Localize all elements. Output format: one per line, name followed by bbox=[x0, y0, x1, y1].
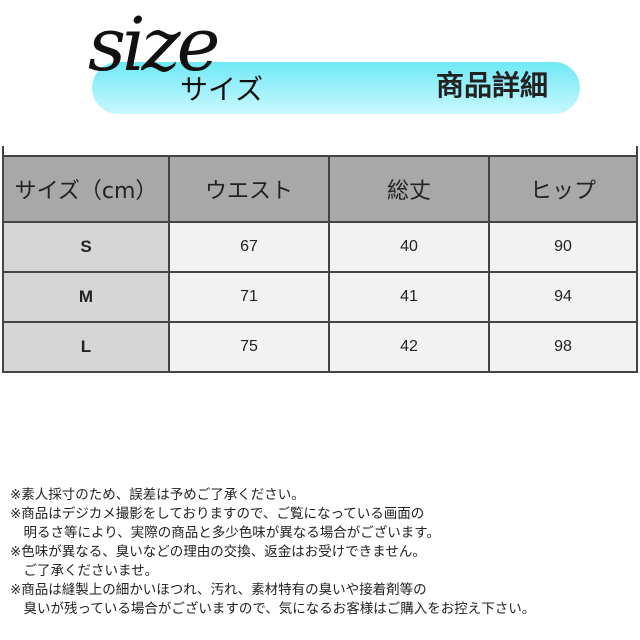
table-row: S 67 40 90 bbox=[2, 221, 638, 273]
table-cell: 40 bbox=[328, 221, 490, 273]
note-line: 明るさ等により、実際の商品と多少色味が異なる場合がございます。 bbox=[10, 525, 440, 541]
table-cell: 41 bbox=[328, 271, 490, 323]
size-table: サイズ（cm） ウエスト 総丈 ヒップ S 67 40 90 M 71 41 9… bbox=[2, 155, 638, 373]
size-logo-subtitle: サイズ bbox=[180, 73, 264, 106]
table-edge-right bbox=[636, 146, 638, 156]
note-line: ※素人採寸のため、誤差は予めご了承ください。 bbox=[10, 487, 305, 503]
note-line: ご了承くださいませ。 bbox=[10, 563, 159, 579]
column-header: ヒップ bbox=[488, 155, 638, 223]
note-line: ※色味が異なる、臭いなどの理由の交換、返金はお受けできません。 bbox=[10, 544, 426, 560]
note-line: ※商品は縫製上の細かいほつれ、汚れ、素材特有の臭いや接着剤等の bbox=[10, 582, 427, 598]
table-header-row: サイズ（cm） ウエスト 総丈 ヒップ bbox=[2, 155, 638, 223]
table-cell: 71 bbox=[168, 271, 330, 323]
table-row: L 75 42 98 bbox=[2, 321, 638, 373]
table-cell: 90 bbox=[488, 221, 638, 273]
table-cell: 75 bbox=[168, 321, 330, 373]
table-row: M 71 41 94 bbox=[2, 271, 638, 323]
page-title: 商品詳細 bbox=[436, 69, 549, 102]
table-cell: 94 bbox=[488, 271, 638, 323]
note-line: ※商品はデジカメ撮影をしておりますので、ご覧になっている画面の bbox=[10, 506, 425, 522]
size-cell: L bbox=[2, 321, 170, 373]
table-cell: 67 bbox=[168, 221, 330, 273]
note-line: 臭いが残っている場合がございますので、気になるお客様はご購入をお控え下さい。 bbox=[10, 601, 536, 617]
column-header: 総丈 bbox=[328, 155, 490, 223]
column-header: ウエスト bbox=[168, 155, 330, 223]
size-logo: size bbox=[88, 2, 220, 88]
table-cell: 42 bbox=[328, 321, 490, 373]
notes: ※素人採寸のため、誤差は予めご了承ください。 ※商品はデジカメ撮影をしておりますの… bbox=[10, 486, 535, 619]
header-banner bbox=[92, 62, 580, 114]
size-cell: M bbox=[2, 271, 170, 323]
column-header: サイズ（cm） bbox=[2, 155, 170, 223]
table-edge-left bbox=[2, 146, 4, 156]
table-cell: 98 bbox=[488, 321, 638, 373]
size-cell: S bbox=[2, 221, 170, 273]
